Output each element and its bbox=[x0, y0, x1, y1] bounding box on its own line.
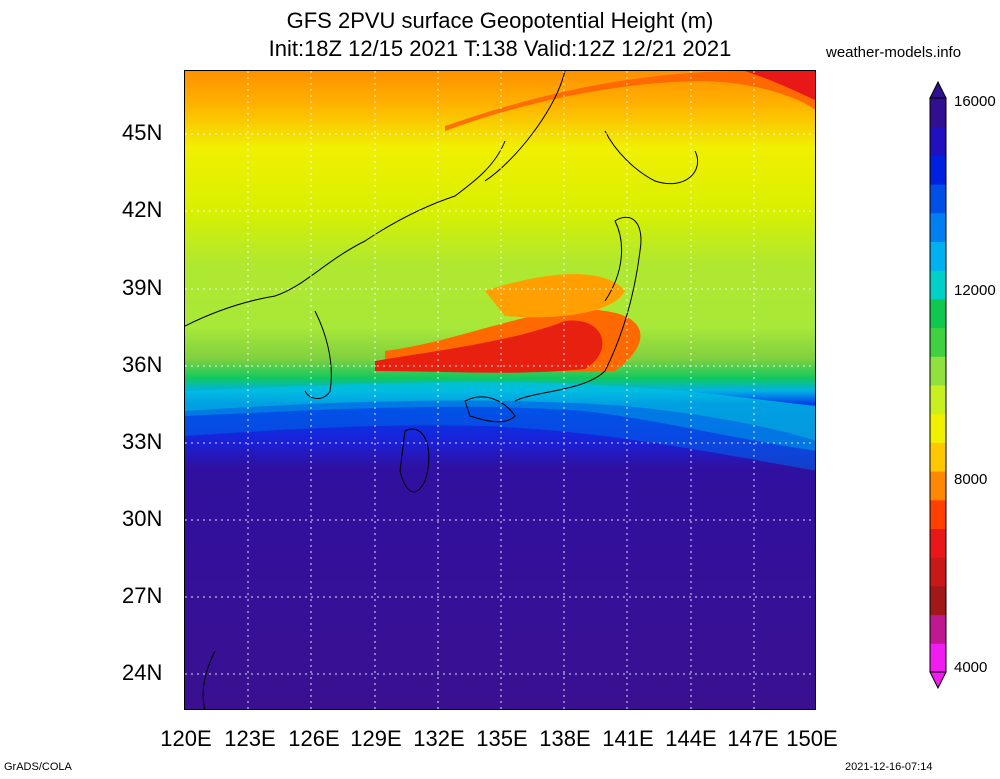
colorbar-segment bbox=[930, 557, 946, 587]
colorbar-segment bbox=[930, 356, 946, 386]
colorbar-segment bbox=[930, 585, 946, 616]
lon-label-147e: 147E bbox=[727, 726, 779, 751]
map-plot-area bbox=[184, 70, 816, 710]
colorbar-frame bbox=[929, 97, 947, 673]
colorbar-label-12000: 12000 bbox=[954, 282, 996, 299]
lon-label-120e: 120E bbox=[160, 726, 212, 751]
lat-label-30n: 30N bbox=[122, 506, 163, 531]
colorbar-segment bbox=[930, 442, 946, 472]
colorbar-min-arrow bbox=[929, 671, 947, 690]
colorbar-segment bbox=[930, 327, 946, 357]
colorbar-segment bbox=[930, 471, 946, 501]
lat-label-33n: 33N bbox=[122, 429, 163, 454]
colorbar-segment bbox=[930, 155, 946, 185]
colorbar-segment bbox=[930, 528, 946, 558]
colorbar-segment bbox=[930, 184, 946, 214]
footer-software: GrADS/COLA bbox=[4, 761, 72, 773]
colorbar-segment bbox=[930, 241, 946, 271]
colorbar bbox=[929, 80, 947, 690]
colorbar-max-arrow bbox=[929, 80, 947, 99]
lon-label-135e: 135E bbox=[476, 726, 528, 751]
lon-label-141e: 141E bbox=[602, 726, 654, 751]
lon-label-129e: 129E bbox=[350, 726, 402, 751]
lon-label-126e: 126E bbox=[288, 726, 340, 751]
map-title: GFS 2PVU surface Geopotential Height (m) bbox=[286, 8, 714, 33]
colorbar-label-4000: 4000 bbox=[954, 659, 988, 676]
colorbar-segment bbox=[930, 614, 946, 644]
map-subtitle: Init:18Z 12/15 2021 T:138 Valid:12Z 12/2… bbox=[268, 36, 732, 61]
lat-label-27n: 27N bbox=[122, 583, 163, 608]
lon-label-123e: 123E bbox=[224, 726, 276, 751]
lat-label-24n: 24N bbox=[122, 660, 163, 685]
footer-timestamp: 2021-12-16-07:14 bbox=[845, 761, 933, 773]
colorbar-segment bbox=[930, 643, 946, 673]
colorbar-segment bbox=[930, 298, 946, 329]
colorbar-segment bbox=[930, 126, 946, 156]
lon-label-150e: 150E bbox=[786, 726, 838, 751]
lat-label-42n: 42N bbox=[122, 197, 163, 222]
lat-label-39n: 39N bbox=[122, 275, 163, 300]
colorbar-segment bbox=[930, 98, 946, 128]
colorbar-segment bbox=[930, 212, 946, 242]
lat-label-36n: 36N bbox=[122, 352, 163, 377]
geopotential-field bbox=[185, 71, 815, 709]
colorbar-segment bbox=[930, 385, 946, 415]
lat-label-45n: 45N bbox=[122, 120, 163, 145]
colorbar-segment bbox=[930, 270, 946, 300]
lon-label-132e: 132E bbox=[413, 726, 465, 751]
colorbar-label-16000: 16000 bbox=[954, 93, 996, 110]
lon-label-144e: 144E bbox=[665, 726, 717, 751]
colorbar-segment bbox=[930, 499, 946, 529]
site-credit: weather-models.info bbox=[826, 44, 962, 61]
colorbar-segment bbox=[930, 413, 946, 443]
lon-label-138e: 138E bbox=[539, 726, 591, 751]
colorbar-label-8000: 8000 bbox=[954, 471, 988, 488]
